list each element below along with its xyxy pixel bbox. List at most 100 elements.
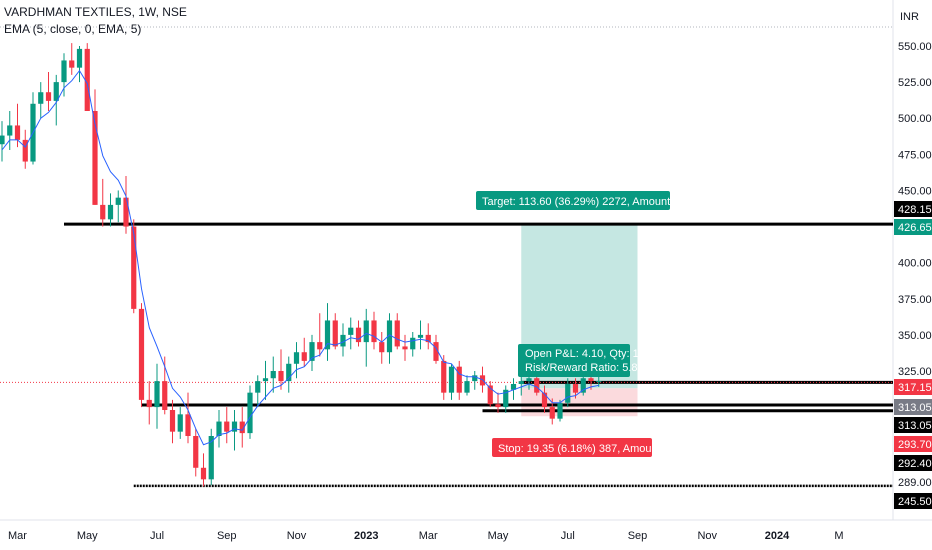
price-tag-289-text: 289.00 — [898, 477, 932, 489]
candle — [200, 453, 207, 487]
open-pl-label[interactable]: Open P&L: 4.10, Qty: 12 Risk/Reward Rati… — [518, 344, 645, 377]
price-tag-426-text: 426.65 — [898, 222, 932, 234]
candle — [309, 334, 315, 371]
candle-body — [146, 399, 152, 408]
candle — [138, 303, 145, 408]
candle — [270, 356, 276, 393]
candle-body — [363, 320, 369, 343]
price-tick-label: 550.00 — [898, 41, 932, 53]
candle-body — [138, 308, 145, 400]
candle — [239, 407, 245, 448]
candle-body — [177, 414, 183, 432]
candle — [146, 381, 152, 425]
candle — [7, 111, 13, 150]
candle-body — [239, 421, 245, 434]
candle-body — [200, 467, 207, 480]
time-tick-label: Nov — [287, 530, 307, 542]
candle-body — [441, 360, 447, 393]
candle-body — [425, 334, 431, 343]
candle-body — [572, 384, 579, 393]
price-tag-292-text: 292.40 — [898, 458, 932, 470]
candle — [278, 349, 284, 390]
candle — [247, 385, 253, 439]
price-tag-313-black-text: 313.05 — [898, 420, 932, 432]
candle-body — [262, 378, 269, 382]
candle — [448, 363, 455, 400]
candle-body — [386, 320, 393, 353]
candle-body — [45, 92, 52, 101]
candle-body — [100, 204, 106, 220]
candle-body — [510, 384, 517, 390]
candlesticks — [0, 43, 602, 487]
candle-body — [402, 346, 408, 350]
price-tick-label: 400.00 — [898, 258, 932, 270]
candle-body — [293, 352, 300, 364]
candle-body — [410, 337, 416, 350]
risk-reward-text: Risk/Reward Ratio: 5.87 — [525, 362, 644, 374]
candle-body — [472, 375, 478, 382]
price-tag-289: 289.00 — [894, 474, 932, 490]
stop-label[interactable]: Stop: 19.35 (6.18%) 387, Amount: 750 — [492, 438, 685, 457]
candle — [386, 313, 393, 364]
time-tick-label: Sep — [628, 530, 648, 542]
target-label-text: Target: 113.60 (36.29%) 2272, Amount: 24… — [482, 196, 710, 208]
candle-body — [309, 342, 315, 361]
ema-line — [1, 69, 599, 446]
candle — [69, 43, 75, 75]
candle-body — [332, 320, 338, 347]
price-tag-317-text: 317.15 — [898, 382, 932, 394]
price-tag-245-text: 245.50 — [898, 496, 932, 508]
candle-body — [541, 392, 548, 408]
price-axis[interactable]: INR 550.00 525.00 500.00 475.00 450.00 400.00… — [898, 11, 932, 378]
candle-body — [464, 381, 470, 393]
candle — [107, 193, 114, 227]
time-axis[interactable]: Mar May Jul Sep Nov 2023 Mar May Jul Sep Nov 2024 M — [8, 530, 844, 542]
currency-label: INR — [900, 11, 919, 23]
ema-indicator-label[interactable]: EMA (5, close, 0, EMA, 5) — [4, 22, 142, 36]
candle — [61, 53, 67, 97]
time-tick-label: May — [77, 530, 98, 542]
candle — [348, 317, 354, 350]
candle — [565, 378, 571, 408]
symbol-title[interactable]: VARDHMAN TEXTILES, 1W, NSE — [4, 5, 187, 19]
target-label[interactable]: Target: 113.60 (36.29%) 2272, Amount: 24… — [476, 191, 710, 210]
time-tick-label: Jul — [561, 530, 575, 542]
candle — [402, 334, 408, 361]
candle — [286, 356, 292, 393]
candle — [417, 320, 424, 350]
chart-legend[interactable]: VARDHMAN TEXTILES, 1W, NSE EMA (5, close… — [4, 4, 187, 38]
time-tick-label: M — [834, 530, 843, 542]
candle-body — [131, 226, 137, 309]
candle-body — [193, 436, 199, 468]
candle — [293, 342, 300, 379]
candle-body — [503, 389, 509, 408]
candle — [503, 385, 509, 413]
stop-label-text: Stop: 19.35 (6.18%) 387, Amount: 750 — [498, 443, 685, 455]
candle — [456, 360, 462, 400]
candle — [557, 399, 563, 422]
candle-body — [7, 125, 13, 136]
price-tick-label: 525.00 — [898, 77, 932, 89]
candle — [193, 428, 199, 477]
candle-body — [61, 60, 67, 83]
horizontal-levels[interactable] — [64, 222, 893, 488]
candle — [224, 407, 230, 444]
candle-body — [526, 378, 532, 382]
candle-body — [107, 204, 114, 220]
candle — [464, 375, 470, 396]
candle-body — [76, 48, 83, 68]
candle-body — [84, 48, 90, 111]
candle — [45, 72, 52, 111]
candle-body — [588, 378, 594, 382]
candle-body — [270, 371, 276, 379]
price-tag-428: 428.15 — [894, 201, 932, 217]
candle-body — [456, 366, 462, 393]
candle-body — [247, 392, 253, 434]
candle-body — [394, 320, 400, 347]
candle-body — [324, 320, 331, 350]
candle — [177, 407, 183, 439]
candle-body — [185, 414, 191, 436]
candle — [301, 337, 307, 367]
candle — [355, 320, 362, 347]
